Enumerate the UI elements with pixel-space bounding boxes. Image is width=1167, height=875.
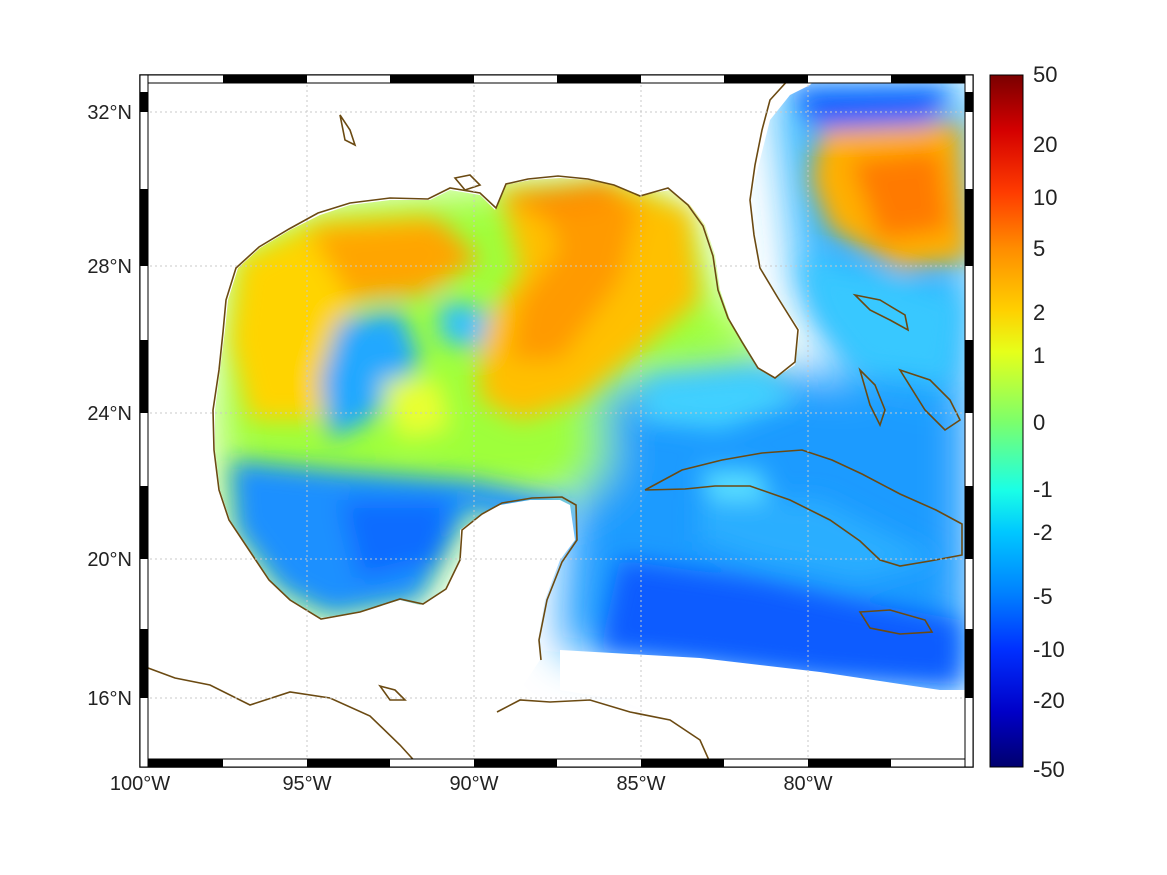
lon-label: 100°W [110, 773, 170, 795]
colorbar-tick-label: -5 [1033, 584, 1053, 609]
lon-label: 95°W [282, 773, 331, 795]
colorbar-tick-label: 10 [1033, 185, 1057, 210]
colorbar-tick-label: 2 [1033, 300, 1045, 325]
longitude-labels: 100°W 95°W 90°W 85°W 80°W [110, 773, 833, 795]
lon-label: 90°W [449, 773, 498, 795]
colorbar-tick-label: -10 [1033, 637, 1065, 662]
lat-label: 32°N [87, 102, 132, 124]
lat-label: 20°N [87, 549, 132, 571]
lat-label: 28°N [87, 256, 132, 278]
data-field [140, 75, 973, 767]
colorbar-tick-label: 20 [1033, 132, 1057, 157]
colorbar-tick-label: -50 [1033, 757, 1065, 782]
colorbar-tick-label: 50 [1033, 62, 1057, 87]
colorbar-tick-label: 1 [1033, 343, 1045, 368]
colorbar-tick-label: -2 [1033, 520, 1053, 545]
lon-label: 85°W [616, 773, 665, 795]
colorbar-tick-label: 0 [1033, 410, 1045, 435]
latitude-labels: 32°N 28°N 24°N 20°N 16°N [87, 102, 132, 710]
coastlines [140, 77, 963, 767]
lat-label: 16°N [87, 688, 132, 710]
colorbar-ramp [989, 74, 1024, 768]
gridlines [140, 75, 973, 767]
colorbar-tick-label: -1 [1033, 477, 1053, 502]
map-frame [139, 74, 974, 768]
lon-label: 80°W [783, 773, 832, 795]
lat-label: 24°N [87, 403, 132, 425]
colorbar-tick-label: -20 [1033, 688, 1065, 713]
colorbar-tick-label: 5 [1033, 236, 1045, 261]
